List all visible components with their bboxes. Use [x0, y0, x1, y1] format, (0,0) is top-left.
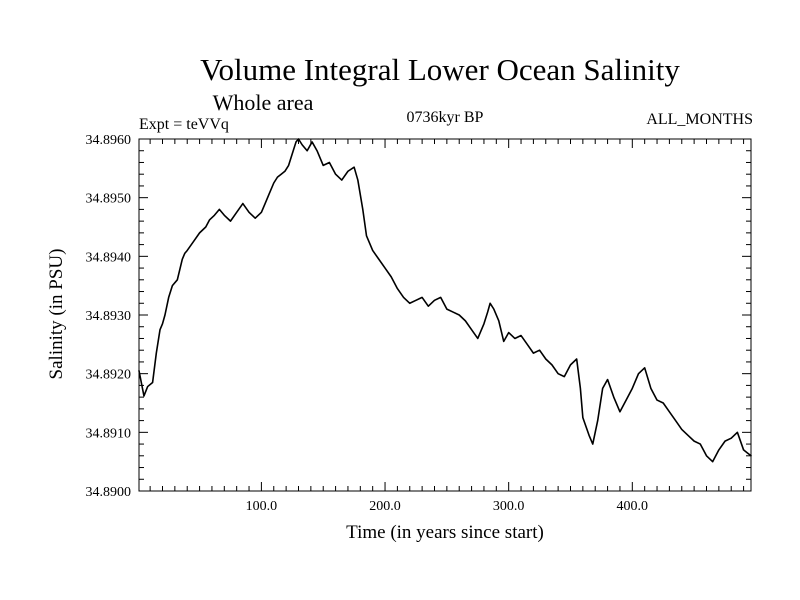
y-axis-label: Salinity (in PSU) — [46, 249, 67, 380]
y-tick-label: 34.8920 — [86, 368, 132, 383]
salinity-series-line — [138, 138, 752, 463]
header-center-label: 0736kyr BP — [407, 109, 484, 126]
x-tick-label: 300.0 — [493, 499, 525, 514]
y-tick-label: 34.8900 — [86, 485, 132, 500]
header-left-label: Expt = teVVq — [139, 116, 229, 133]
x-tick-label: 400.0 — [617, 499, 649, 514]
plot-frame — [138, 138, 752, 492]
header-right-label: ALL_MONTHS — [646, 111, 753, 128]
x-tick-label: 100.0 — [246, 499, 278, 514]
y-tick-label: 34.8950 — [86, 192, 132, 207]
chart-subtitle: Whole area — [213, 90, 314, 115]
y-tick-label: 34.8930 — [86, 309, 132, 324]
y-axis-ticks: 34.8900 34.8910 34.8920 34.8930 34.8940 34.89… — [86, 133, 751, 500]
x-axis-label: Time (in years since start) — [346, 522, 544, 543]
chart-title: Volume Integral Lower Ocean Salinity — [200, 52, 680, 87]
x-tick-label: 200.0 — [369, 499, 401, 514]
y-tick-label: 34.8960 — [86, 133, 132, 148]
y-tick-label: 34.8940 — [86, 250, 132, 265]
x-axis-ticks: 100.0 200.0 300.0 400.0 — [149, 139, 745, 514]
y-tick-label: 34.8910 — [86, 426, 132, 441]
